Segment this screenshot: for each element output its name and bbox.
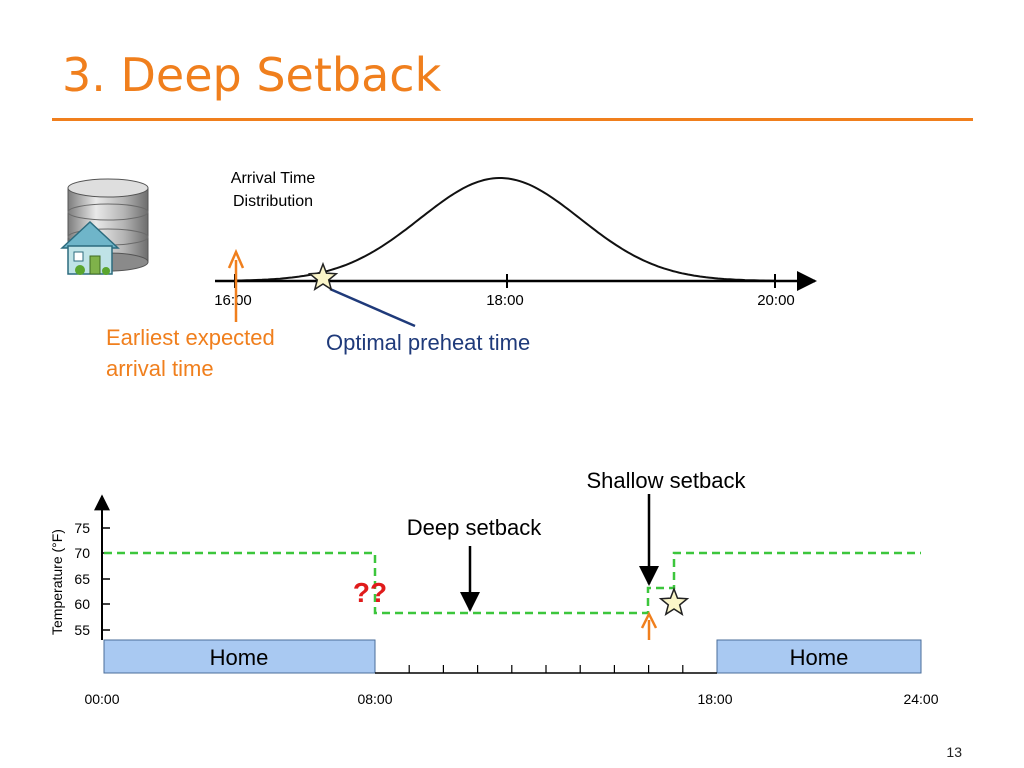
distribution-label-line2: Distribution [233,193,313,210]
house-icon [60,220,120,275]
home-period-evening [716,639,922,674]
deep-setback-label: Deep setback [407,515,543,540]
home-label-evening: Home [790,645,849,670]
tick-label-2000: 20:00 [757,292,795,309]
page-number: 13 [946,744,962,760]
time-label-0000: 00:00 [84,691,119,707]
time-label-2400: 24:00 [903,691,938,707]
home-label-morning: Home [210,645,269,670]
arrival-marker-head [640,611,658,629]
temp-tick-55: 55 [74,622,90,638]
optimal-preheat-pointer [329,287,416,328]
hour-ticks [408,665,684,673]
temperature-ticks [102,527,110,631]
earliest-arrival-label-line2: arrival time [106,356,214,381]
temp-tick-70: 70 [74,545,90,561]
temp-tick-60: 60 [74,596,90,612]
time-label-0800: 08:00 [357,691,392,707]
tick-label-1800: 18:00 [486,292,524,309]
title-divider [52,118,973,121]
slide-title: 3. Deep Setback [62,48,442,102]
setpoint-schedule-line [104,551,921,615]
tick-label-1600: 16:00 [214,292,252,309]
temp-tick-65: 65 [74,571,90,587]
distribution-label-line1: Arrival Time [231,170,316,187]
time-label-1800: 18:00 [697,691,732,707]
star-icon [307,261,339,291]
home-period-morning [103,639,376,674]
earliest-arrival-label-line1: Earliest expected [106,325,275,350]
optimal-preheat-label: Optimal preheat time [326,330,530,355]
temp-tick-75: 75 [74,520,90,536]
uncertainty-marks: ?? [353,577,387,608]
temperature-axis-label: Temperature (°F) [49,529,65,635]
earliest-arrow-head [227,248,245,269]
arrival-distribution-curve [234,177,775,282]
shallow-setback-label: Shallow setback [587,468,747,493]
star-icon [658,586,690,616]
